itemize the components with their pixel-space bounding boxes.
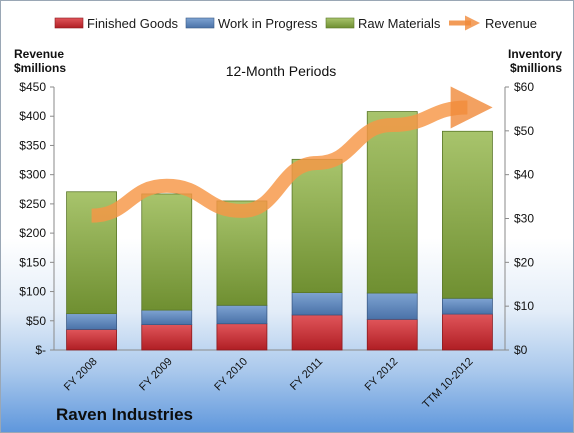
company-name: Raven Industries <box>56 405 193 424</box>
x-tick-label: FY 2009 <box>137 356 175 394</box>
legend-label-finished-goods: Finished Goods <box>87 16 179 31</box>
legend-label-revenue: Revenue <box>485 16 537 31</box>
bar-finished-goods <box>216 323 268 351</box>
right-axis-ticks: $0 $10 $20 $30 $40 $50 $60 <box>505 80 534 357</box>
revenue-line <box>91 86 493 223</box>
legend-item-raw-materials: Raw Materials <box>325 16 441 31</box>
right-axis-title-line1: Inventory <box>508 47 562 61</box>
right-tick-label: $10 <box>514 299 534 313</box>
bar-stacks <box>66 111 493 351</box>
legend-item-finished-goods: Finished Goods <box>54 16 179 31</box>
right-tick-label: $20 <box>514 255 534 269</box>
bar-raw-materials <box>442 130 493 299</box>
bar-finished-goods <box>141 324 193 351</box>
bar-work-in-progress <box>366 292 418 320</box>
legend-item-revenue: Revenue <box>449 15 537 31</box>
left-tick-label: $- <box>35 343 46 357</box>
left-tick-label: $150 <box>19 255 46 269</box>
revenue-series <box>91 86 493 223</box>
x-tick-label: TTM 10-2012 <box>420 356 475 411</box>
right-tick-label: $60 <box>514 80 534 94</box>
bar-finished-goods <box>366 318 418 351</box>
x-tick-label: FY 2008 <box>62 356 100 394</box>
bar-work-in-progress <box>291 292 343 316</box>
left-axis-title-line1: Revenue <box>14 47 64 61</box>
left-tick-label: $100 <box>19 285 46 299</box>
legend: Finished Goods Work in Progress Raw Mate… <box>54 15 537 31</box>
bar-finished-goods <box>442 313 493 351</box>
bar-raw-materials <box>141 193 193 311</box>
x-tick-label: FY 2010 <box>212 356 250 394</box>
bar-work-in-progress <box>141 309 193 325</box>
left-tick-label: $200 <box>19 226 46 240</box>
left-tick-label: $250 <box>19 197 46 211</box>
left-tick-label: $400 <box>19 109 46 123</box>
right-tick-label: $50 <box>514 124 534 138</box>
right-tick-label: $0 <box>514 343 528 357</box>
bar-finished-goods <box>66 328 117 351</box>
legend-label-raw-materials: Raw Materials <box>358 16 441 31</box>
x-tick-label: FY 2012 <box>363 356 401 394</box>
legend-item-work-in-progress: Work in Progress <box>185 16 318 31</box>
bar-finished-goods <box>291 314 343 351</box>
x-tick-label: FY 2011 <box>288 356 325 393</box>
right-axis-title-line2: $millions <box>510 61 562 75</box>
bar-work-in-progress <box>442 297 493 315</box>
left-tick-label: $350 <box>19 138 46 152</box>
x-axis-tick-labels: FY 2008 FY 2009 FY 2010 FY 2011 FY 2012 TTM 1… <box>62 356 476 411</box>
bar-raw-materials <box>366 111 418 294</box>
left-tick-label: $300 <box>19 168 46 182</box>
left-tick-label: $450 <box>19 80 46 94</box>
bar-work-in-progress <box>66 313 117 330</box>
bar-work-in-progress <box>216 304 268 325</box>
left-axis-ticks: $- $50 $100 $150 $200 $250 $300 $350 $400 $450 <box>19 80 54 357</box>
bar-raw-materials <box>216 200 268 306</box>
chart-title: 12-Month Periods <box>226 63 337 79</box>
right-tick-label: $40 <box>514 168 534 182</box>
legend-label-work-in-progress: Work in Progress <box>218 16 318 31</box>
right-tick-label: $30 <box>514 212 534 226</box>
bar-raw-materials <box>291 158 343 293</box>
left-tick-label: $50 <box>26 314 46 328</box>
left-axis-title-line2: $millions <box>14 61 66 75</box>
